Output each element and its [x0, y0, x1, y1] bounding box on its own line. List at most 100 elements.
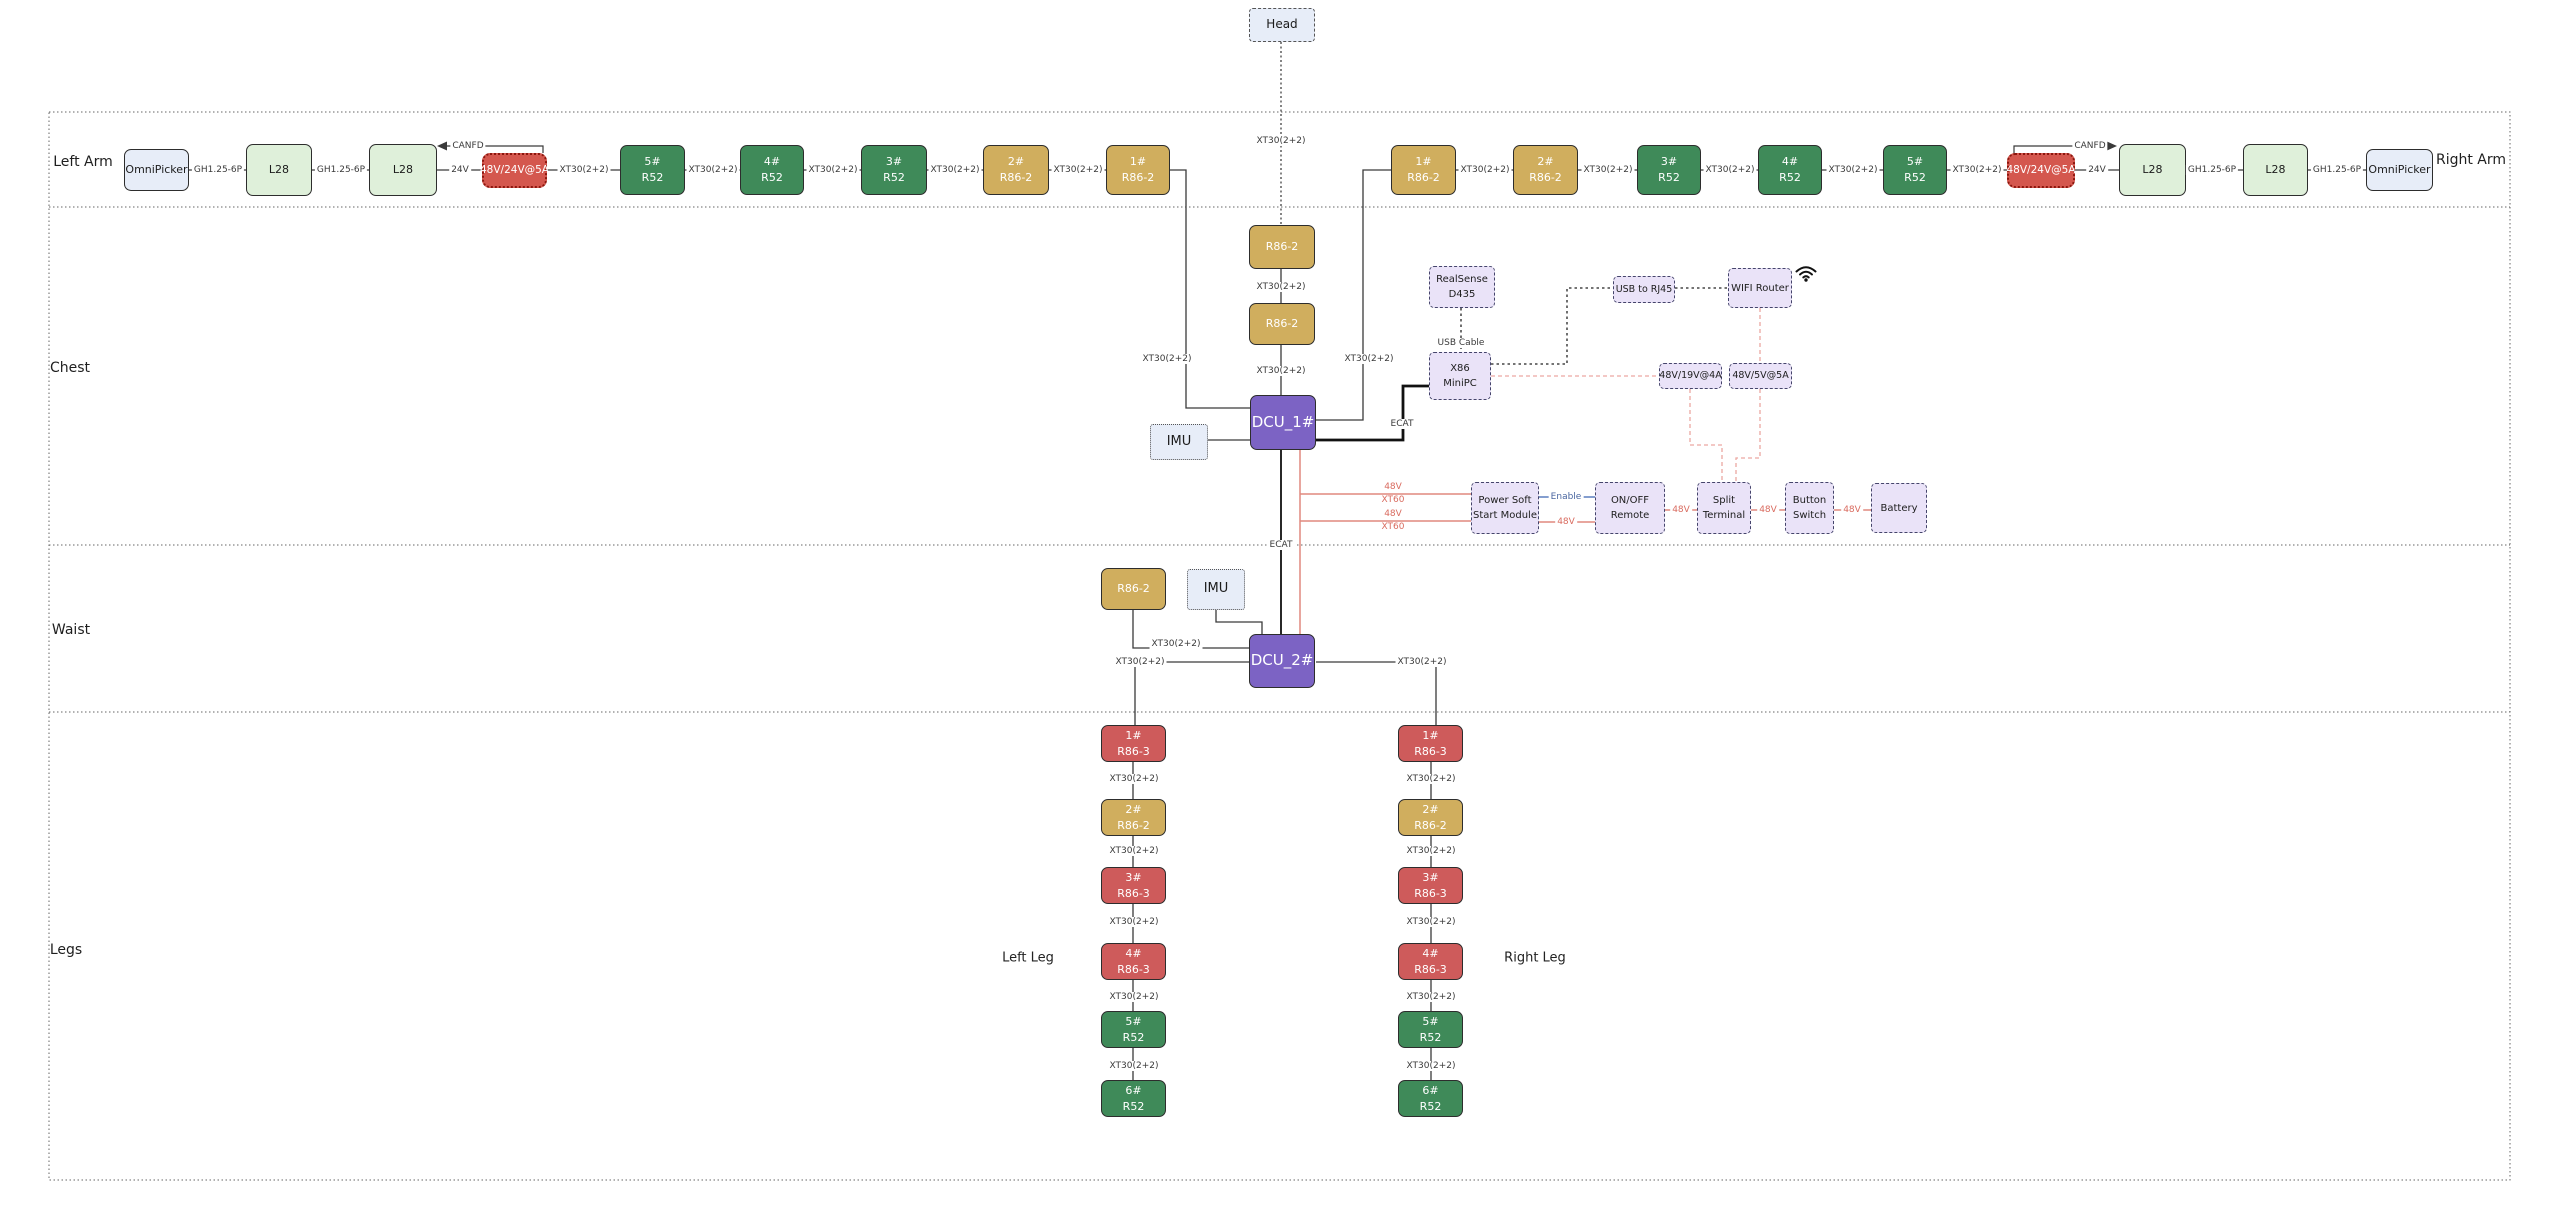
section-label-legs: Legs: [49, 942, 83, 958]
node-right-arm-motor-1: 1# R86-2: [1391, 145, 1456, 195]
node-label: Split: [1712, 495, 1736, 506]
leg-chain-wires: [1132, 762, 1432, 1080]
node-right-arm-motor-5: 5# R52: [1883, 145, 1947, 195]
section-label-right-leg: Right Leg: [1504, 950, 1566, 966]
node-label: R52: [1658, 171, 1680, 184]
node-right-leg-motor-3: 3# R86-3: [1398, 867, 1463, 904]
node-label: R86-2: [1117, 582, 1150, 596]
node-conv-left-48v-24v: 48V/24V@5A: [480, 153, 549, 188]
node-label: 48V/19V@4A: [1659, 370, 1722, 382]
node-right-leg-motor-1: 1# R86-3: [1398, 725, 1463, 762]
wire-label: XT60: [1379, 495, 1407, 505]
node-label: WIFI Router: [1731, 282, 1789, 294]
section-label-waist: Waist: [51, 622, 91, 638]
node-label: R52: [883, 171, 905, 184]
section-label-right-arm: Right Arm: [2435, 152, 2507, 168]
node-label: 6#: [1125, 1083, 1142, 1097]
node-dcu-1: DCU_1#: [1250, 395, 1316, 450]
wire-label: CANFD: [2072, 141, 2108, 151]
node-label: 5#: [644, 155, 661, 169]
canfd-arrowheads: [437, 141, 2117, 151]
node-label: R52: [1904, 171, 1926, 184]
node-omnipicker-left: OmniPicker: [124, 149, 189, 191]
wire-label: 48V: [1670, 505, 1692, 515]
wire-label: 24V: [449, 165, 471, 175]
wire-label: Enable: [1548, 492, 1584, 502]
wire-label: XT30(2+2): [1395, 657, 1449, 667]
wire-label: XT30(2+2): [1107, 917, 1161, 927]
node-label: R86-3: [1414, 886, 1447, 900]
node-label: R52: [1779, 171, 1801, 184]
node-omnipicker-right: OmniPicker: [2366, 149, 2433, 191]
node-dcu-2: DCU_2#: [1249, 634, 1315, 688]
node-label: Start Module: [1473, 510, 1537, 521]
node-label: DCU_1#: [1251, 412, 1315, 431]
section-label-left-arm: Left Arm: [53, 154, 113, 170]
wire-label: XT30(2+2): [686, 165, 740, 175]
node-battery: Battery: [1871, 483, 1927, 533]
node-label: 2#: [1007, 155, 1025, 169]
node-label: L28: [268, 163, 290, 177]
section-label-chest: Chest: [49, 360, 91, 376]
node-label: L28: [392, 163, 414, 177]
wire-label: XT30(2+2): [1342, 354, 1396, 364]
node-label: Head: [1266, 17, 1298, 32]
node-label: 1#: [1415, 155, 1432, 169]
wire-label: GH1.25-6P: [314, 165, 368, 175]
node-x86-minipc: X86 MiniPC: [1429, 352, 1491, 400]
section-label-left-leg: Left Leg: [1002, 950, 1054, 966]
node-conv-48v-19v: 48V/19V@4A: [1659, 363, 1722, 389]
node-label: 3#: [1422, 870, 1439, 884]
wire-label: XT30(2+2): [1107, 992, 1161, 1002]
node-left-leg-motor-4: 4# R86-3: [1101, 943, 1166, 980]
node-label: 2#: [1537, 155, 1554, 169]
node-l28-right-1: L28: [2119, 144, 2186, 196]
node-conv-48v-5v: 48V/5V@5A: [1729, 363, 1792, 389]
node-label: R52: [1419, 1099, 1442, 1113]
node-label: R52: [1122, 1030, 1145, 1044]
node-label: Terminal: [1702, 510, 1746, 521]
node-label: 1#: [1129, 155, 1147, 169]
node-right-leg-motor-4: 4# R86-3: [1398, 943, 1463, 980]
node-label: R86-3: [1117, 744, 1150, 758]
wire-label: XT30(2+2): [1404, 992, 1458, 1002]
node-label: 3#: [885, 155, 903, 169]
node-label: 2#: [1125, 802, 1142, 816]
node-label: R86-2: [1265, 240, 1299, 254]
node-right-arm-motor-3: 3# R52: [1637, 145, 1701, 195]
node-right-leg-motor-6: 6# R52: [1398, 1080, 1463, 1117]
node-label: R86-3: [1414, 744, 1447, 758]
node-power-soft-start: Power Soft Start Module: [1471, 482, 1539, 534]
wire-label: 48V: [1382, 482, 1404, 492]
node-label: 5#: [1422, 1014, 1439, 1028]
wire-label: XT30(2+2): [1113, 657, 1167, 667]
node-label: R86-2: [999, 171, 1033, 184]
node-left-leg-motor-3: 3# R86-3: [1101, 867, 1166, 904]
node-label: R52: [761, 171, 783, 184]
wire-label: XT30(2+2): [1404, 1061, 1458, 1071]
node-label: L28: [2265, 163, 2286, 177]
wire-label: XT30(2+2): [1404, 917, 1458, 927]
node-onoff-remote: ON/OFF Remote: [1595, 482, 1665, 534]
wire-label: GH1.25-6P: [191, 165, 245, 175]
wire-label: XT30(2+2): [1458, 165, 1512, 175]
node-l28-left-2: L28: [369, 144, 437, 196]
node-realsense-d435: RealSense D435: [1429, 266, 1495, 308]
node-label: 4#: [763, 155, 781, 169]
node-chest-r86-lower: R86-2: [1249, 303, 1315, 345]
node-conv-right-48v-24v: 48V/24V@5A: [2007, 153, 2076, 188]
node-label: OmniPicker: [2368, 163, 2431, 177]
node-imu-waist: IMU: [1187, 569, 1245, 610]
node-label: R86-3: [1117, 962, 1150, 976]
node-label: IMU: [1203, 581, 1229, 597]
wire-label: CANFD: [450, 141, 486, 151]
node-chest-r86-upper: R86-2: [1249, 225, 1315, 269]
node-right-arm-motor-2: 2# R86-2: [1513, 145, 1578, 195]
node-split-terminal: Split Terminal: [1697, 482, 1751, 534]
wire-label: XT30(2+2): [1581, 165, 1635, 175]
node-label: R52: [641, 171, 664, 184]
node-left-arm-motor-1: 1# R86-2: [1106, 145, 1170, 195]
wire-label: XT30(2+2): [928, 165, 982, 175]
node-label: 3#: [1660, 155, 1678, 169]
